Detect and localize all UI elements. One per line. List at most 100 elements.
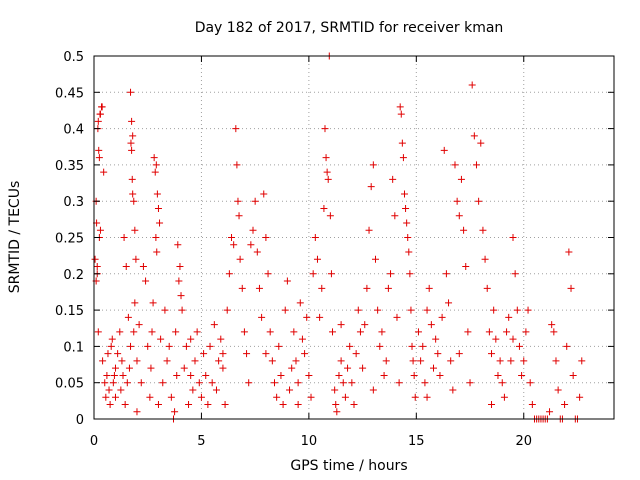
data-point [106, 400, 114, 408]
data-point [273, 393, 281, 401]
data-point [175, 277, 183, 285]
data-point [262, 350, 270, 358]
y-tick-label: 0.5 [63, 50, 84, 65]
data-point [111, 393, 119, 401]
data-point [109, 379, 117, 387]
data-point [247, 241, 255, 249]
data-point [380, 371, 388, 379]
data-point [376, 342, 384, 350]
data-point [550, 328, 558, 336]
data-point [153, 190, 161, 198]
y-tick-label: 0.2 [63, 268, 84, 283]
data-point [217, 335, 225, 343]
data-point [130, 328, 138, 336]
data-point [118, 357, 126, 365]
data-point [363, 284, 371, 292]
data-point [316, 313, 324, 321]
data-point [245, 379, 253, 387]
data-point [369, 161, 377, 169]
data-point [432, 335, 440, 343]
data-point [167, 393, 175, 401]
data-point [200, 350, 208, 358]
data-point [178, 306, 186, 314]
data-point [91, 255, 99, 263]
x-tick-label: 10 [301, 434, 318, 449]
data-point [266, 328, 274, 336]
data-point [298, 335, 306, 343]
data-point [500, 393, 508, 401]
data-point [120, 234, 128, 241]
data-point [398, 139, 406, 147]
data-point [95, 154, 103, 162]
data-point [232, 125, 240, 133]
data-point [243, 350, 251, 358]
data-point [206, 342, 214, 350]
data-point [447, 357, 455, 365]
data-point [230, 241, 238, 249]
data-point [339, 379, 347, 387]
data-point [419, 342, 427, 350]
data-point [311, 234, 319, 241]
data-point [423, 393, 431, 401]
data-point [408, 342, 416, 350]
data-point [260, 190, 268, 198]
data-point [123, 379, 131, 387]
data-point [270, 379, 278, 387]
data-point [528, 400, 536, 408]
data-point [402, 204, 410, 212]
data-point [111, 364, 119, 372]
data-point [305, 371, 313, 379]
data-point [337, 321, 345, 329]
data-point [309, 270, 317, 278]
data-point [457, 175, 465, 183]
data-point [332, 400, 340, 408]
data-point [421, 379, 429, 387]
data-point [411, 393, 419, 401]
data-point [234, 197, 242, 205]
data-point [238, 284, 246, 292]
data-point [352, 350, 360, 358]
data-point [434, 350, 442, 358]
data-point [490, 306, 498, 314]
data-point [180, 364, 188, 372]
data-point [139, 263, 147, 271]
data-point [303, 313, 311, 321]
data-point [107, 342, 115, 350]
data-point [161, 306, 169, 314]
data-point [94, 328, 102, 336]
y-tick-label: 0.45 [55, 86, 84, 101]
y-tick-label: 0.05 [55, 377, 84, 392]
data-point [403, 219, 411, 227]
data-point [520, 357, 528, 365]
data-point [258, 313, 266, 321]
data-point [116, 328, 124, 336]
data-point [101, 379, 109, 387]
data-point [108, 335, 116, 343]
data-point [150, 154, 158, 162]
data-point [361, 321, 369, 329]
data-point [496, 357, 504, 365]
data-point [151, 168, 159, 176]
data-point [479, 226, 487, 234]
data-point [119, 371, 127, 379]
data-point [163, 357, 171, 365]
y-tick-label: 0.25 [55, 232, 84, 247]
data-point [262, 234, 270, 241]
data-point [346, 342, 354, 350]
data-point [565, 248, 573, 256]
data-point [154, 204, 162, 212]
data-point [96, 110, 104, 118]
data-point [294, 400, 302, 408]
axis-ticks: 0 0.05 0.1 0.15 0.2 0.25 0.3 0.35 0.4 0.45 0.5 0 5 10… [55, 50, 614, 449]
data-point [221, 400, 229, 408]
data-point [488, 400, 496, 408]
data-point [253, 248, 261, 256]
data-point [561, 400, 569, 408]
data-point [128, 146, 136, 154]
data-point [129, 132, 137, 140]
data-point [365, 226, 373, 234]
data-point [427, 321, 435, 329]
data-point [148, 328, 156, 336]
data-point [174, 241, 182, 249]
data-point [404, 234, 412, 241]
